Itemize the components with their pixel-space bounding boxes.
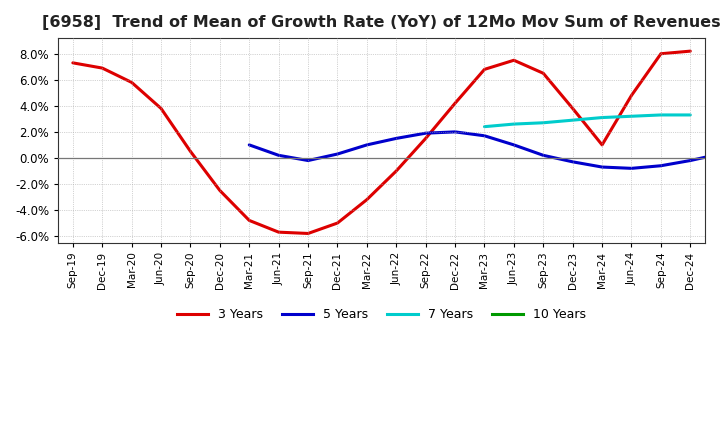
Legend: 3 Years, 5 Years, 7 Years, 10 Years: 3 Years, 5 Years, 7 Years, 10 Years [172, 303, 591, 326]
Title: [6958]  Trend of Mean of Growth Rate (YoY) of 12Mo Mov Sum of Revenues: [6958] Trend of Mean of Growth Rate (YoY… [42, 15, 720, 30]
